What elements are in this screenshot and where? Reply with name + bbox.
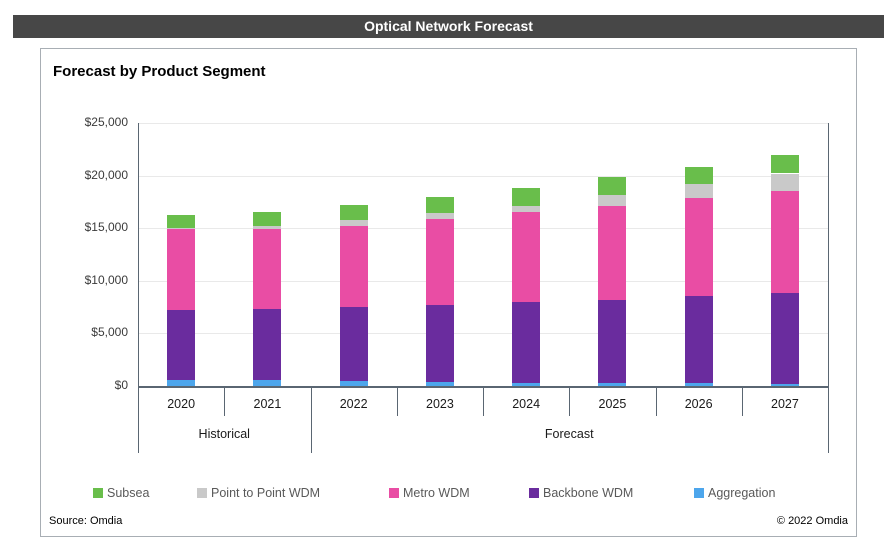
bar-segment-metro-wdm-2021 (253, 229, 282, 310)
stacked-bar-chart: $0 $5,000 $10,000 $15,000 $20,000 $25,000 2020… (41, 49, 856, 536)
year-tick-divider (741, 388, 743, 416)
legend-swatch-aggregation (694, 488, 704, 498)
x-axis-label-2024: 2024 (512, 397, 541, 411)
legend-swatch-point-to-point-wdm (197, 488, 207, 498)
y-gridline (138, 280, 828, 282)
legend-swatch-subsea (93, 488, 103, 498)
y-axis-tick-label: $10,000 (84, 272, 128, 287)
bar-segment-backbone-wdm-2021 (253, 309, 282, 380)
bar-segment-backbone-wdm-2024 (512, 301, 541, 383)
bar-segment-aggregation-2024 (512, 382, 541, 386)
bar-segment-backbone-wdm-2022 (339, 307, 368, 382)
group-divider (310, 388, 312, 453)
chart-panel: Forecast by Product Segment $0 $5,000 $10,… (40, 48, 857, 537)
x-axis-label-2020: 2020 (167, 397, 196, 411)
y-axis-tick-label: $5,000 (91, 325, 128, 340)
legend-label: Point to Point WDM (211, 486, 321, 500)
bar-segment-metro-wdm-2022 (339, 225, 368, 308)
y-axis-tick-label: $20,000 (84, 167, 128, 182)
bar-segment-point-to-point-wdm-2020 (167, 228, 196, 230)
legend-swatch-metro-wdm (389, 488, 399, 498)
legend-label: Aggregation (708, 486, 776, 500)
bar-segment-backbone-wdm-2023 (425, 305, 454, 382)
year-tick-divider (569, 388, 571, 416)
bar-segment-metro-wdm-2025 (598, 206, 627, 300)
bar-segment-metro-wdm-2023 (425, 218, 454, 305)
legend-swatch-backbone-wdm (529, 488, 539, 498)
legend-label: Metro WDM (403, 486, 470, 500)
bar-segment-point-to-point-wdm-2026 (684, 184, 713, 199)
bar-segment-metro-wdm-2027 (770, 191, 799, 294)
bar-segment-backbone-wdm-2026 (684, 296, 713, 384)
bar-segment-point-to-point-wdm-2027 (770, 173, 799, 192)
x-axis-label-2025: 2025 (598, 397, 627, 411)
bar-segment-aggregation-2020 (167, 379, 196, 386)
chart-title: Forecast by Product Segment (53, 63, 266, 80)
legend-item-subsea: Subsea (93, 486, 149, 500)
year-tick-divider (483, 388, 484, 416)
axis-group-label-forecast: Forecast (544, 427, 594, 441)
y-axis-tick-label: $0 (114, 378, 128, 392)
bar-segment-metro-wdm-2026 (684, 198, 713, 296)
x-axis-line (138, 386, 828, 388)
year-tick-divider (224, 388, 226, 416)
y-axis-tick-label: $15,000 (84, 220, 128, 235)
bar-segment-point-to-point-wdm-2022 (339, 219, 368, 226)
bar-segment-metro-wdm-2024 (512, 212, 541, 302)
plot-right-border (828, 123, 829, 453)
window-title-bar: Optical Network Forecast (13, 15, 884, 38)
y-gridline (138, 333, 828, 335)
legend-label: Backbone WDM (543, 486, 634, 500)
bar-segment-subsea-2022 (339, 204, 368, 220)
x-axis-label-2023: 2023 (426, 397, 454, 411)
x-axis-label-2022: 2022 (339, 397, 368, 411)
bar-segment-subsea-2026 (684, 167, 713, 184)
y-gridline (138, 228, 828, 230)
y-axis-line (138, 123, 139, 453)
bar-segment-aggregation-2022 (339, 381, 368, 386)
copyright-note: © 2022 Omdia (776, 515, 848, 527)
bar-segment-subsea-2020 (167, 215, 196, 229)
x-axis-label-2026: 2026 (684, 397, 713, 411)
bar-segment-subsea-2024 (512, 187, 541, 207)
y-gridline (138, 175, 828, 177)
bar-segment-point-to-point-wdm-2025 (598, 195, 627, 207)
axis-group-label-historical: Historical (198, 427, 250, 441)
bar-segment-subsea-2023 (425, 196, 454, 213)
bar-segment-aggregation-2027 (770, 384, 799, 386)
bar-segment-backbone-wdm-2020 (167, 310, 196, 380)
bar-segment-aggregation-2026 (684, 383, 713, 386)
legend-item-point-to-point-wdm: Point to Point WDM (197, 486, 320, 500)
legend-label: Subsea (107, 486, 150, 500)
bar-segment-backbone-wdm-2025 (598, 299, 627, 384)
bar-segment-point-to-point-wdm-2024 (512, 206, 541, 213)
bar-segment-subsea-2025 (598, 177, 627, 196)
bar-segment-aggregation-2021 (253, 379, 282, 386)
year-tick-divider (396, 388, 398, 416)
bar-segment-aggregation-2025 (598, 383, 627, 386)
legend-item-metro-wdm: Metro WDM (389, 486, 470, 500)
bar-segment-subsea-2027 (770, 154, 799, 174)
bar-segment-metro-wdm-2020 (167, 229, 196, 311)
source-note: Source: Omdia (49, 515, 123, 527)
legend-item-aggregation: Aggregation (694, 486, 775, 500)
bar-segment-subsea-2021 (253, 212, 282, 227)
bar-segment-point-to-point-wdm-2023 (425, 212, 454, 219)
x-axis-label-2027: 2027 (771, 397, 799, 411)
y-gridline (138, 123, 828, 124)
bar-segment-point-to-point-wdm-2021 (253, 226, 282, 230)
bar-segment-backbone-wdm-2027 (770, 293, 799, 385)
page-title: Optical Network Forecast (364, 18, 533, 34)
legend-item-backbone-wdm: Backbone WDM (529, 486, 633, 500)
year-tick-divider (655, 388, 657, 416)
y-axis-tick-label: $25,000 (84, 115, 128, 129)
x-axis-label-2021: 2021 (253, 397, 282, 411)
bar-segment-aggregation-2023 (425, 381, 454, 386)
